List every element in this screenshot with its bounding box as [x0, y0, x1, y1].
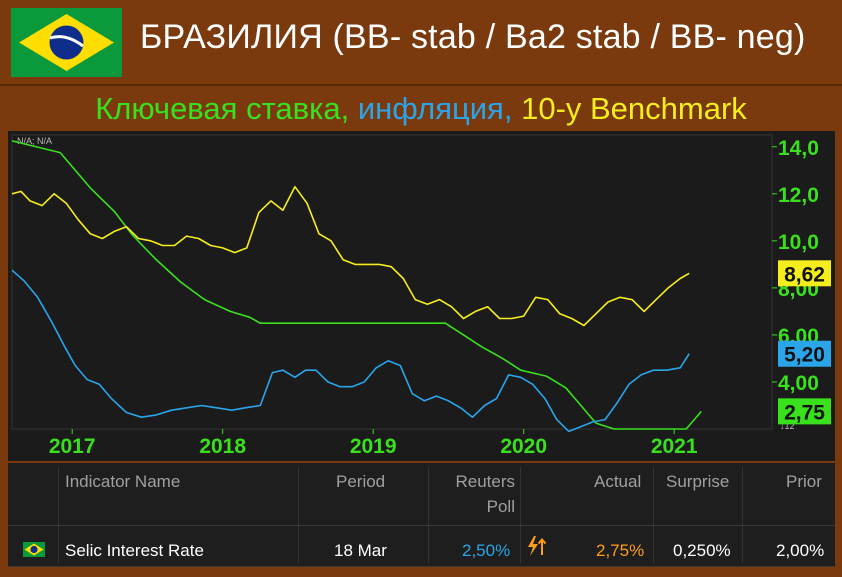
indicator-table: Indicator Name Period Reuters Poll Actua…: [8, 463, 835, 567]
x-tick-label: 2021: [651, 435, 698, 458]
chart-scale-label: ↓12: [780, 421, 795, 431]
x-tick-label: 2019: [350, 435, 397, 458]
chart-corner-label: -N/A; N/A: [14, 136, 52, 146]
last-value-label-1: 5,20: [784, 344, 825, 367]
lightning-up-arrow-icon: [525, 535, 547, 563]
page-title: БРАЗИЛИЯ (BB- stab / Ba2 stab / BB- neg): [140, 18, 806, 56]
series-line-1: [11, 269, 690, 433]
y-tick-label: 10,0: [778, 231, 819, 254]
indicator-period: 18 Mar: [334, 541, 387, 560]
subtitle-policy-rate: Ключевая ставка,: [95, 91, 350, 126]
y-tick-label: 4,00: [778, 372, 819, 395]
header-surprise[interactable]: Surprise: [666, 472, 730, 491]
series-line-0: [11, 140, 702, 430]
plot-area: [11, 134, 773, 430]
header-reuters-poll-line2: Poll: [486, 497, 515, 516]
row-flag-icon: [23, 541, 45, 563]
last-value-badge-0: [778, 398, 831, 425]
indicator-actual: 2,75%: [596, 541, 645, 560]
indicator-surprise: 0,250%: [673, 541, 731, 560]
x-tick-label: 2020: [500, 435, 547, 458]
subtitle-benchmark: 10-y Benchmark: [512, 91, 747, 126]
line-chart: -N/A; N/A 4,00 6,00 8,00 10,0 12,0 14,0 2017 201…: [8, 131, 835, 461]
brazil-flag-icon: [11, 8, 122, 77]
x-tick-label: 2018: [199, 435, 246, 458]
header: БРАЗИЛИЯ (BB- stab / Ba2 stab / BB- neg): [0, 0, 842, 84]
indicator-prior: 2,00%: [776, 541, 825, 560]
indicator-name[interactable]: Selic Interest Rate: [65, 541, 204, 560]
subtitle-inflation: инфляция,: [349, 91, 513, 126]
last-value-badge-1: [778, 340, 831, 367]
header-prior[interactable]: Prior: [786, 472, 822, 491]
indicator-reuters-poll: 2,50%: [462, 541, 511, 560]
y-tick-label: 14,0: [778, 137, 819, 160]
header-indicator-name[interactable]: Indicator Name: [65, 472, 181, 491]
y-tick-label: 12,0: [778, 184, 819, 207]
header-reuters-poll[interactable]: Reuters Poll: [448, 469, 515, 519]
series-line-2: [11, 185, 690, 327]
last-value-badge-2: [778, 260, 831, 287]
last-value-label-0: 2,75: [784, 401, 825, 424]
header-actual[interactable]: Actual: [594, 472, 642, 491]
x-tick-label: 2017: [49, 435, 96, 458]
chart-subtitle: Ключевая ставка, инфляция, 10-y Benchmar…: [0, 91, 842, 127]
last-value-label-2: 8,62: [784, 263, 825, 286]
bottom-strip: [0, 567, 842, 577]
header-reuters-poll-line1: Reuters: [455, 472, 515, 491]
subtitle-bar: Ключевая ставка, инфляция, 10-y Benchmar…: [0, 84, 842, 130]
header-period[interactable]: Period: [336, 472, 386, 491]
